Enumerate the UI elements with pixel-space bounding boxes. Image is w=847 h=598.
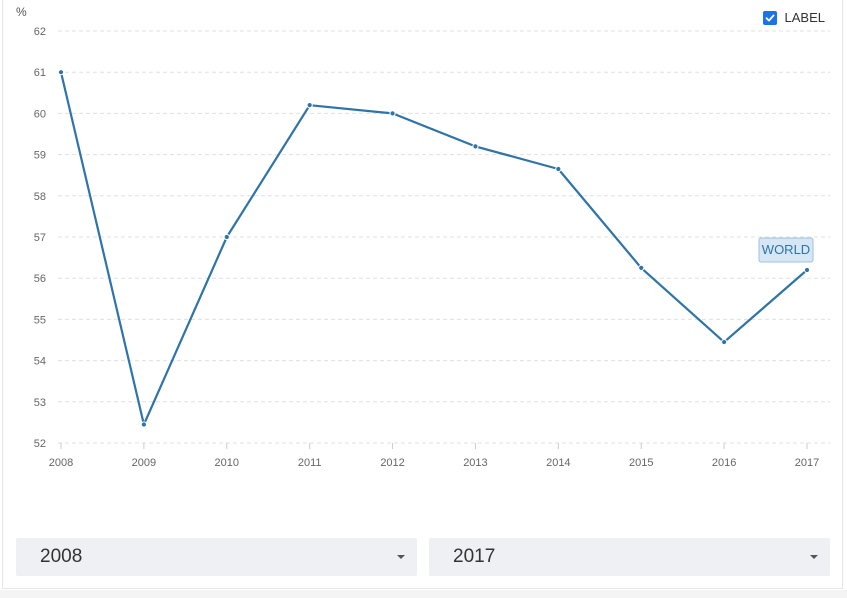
start-year-select[interactable]: 2008 <box>16 538 417 576</box>
x-axis-ticks: 2008 2009 2010 2011 2012 2013 2014 2015 2016 2017 <box>49 443 819 469</box>
series-label: WORLD <box>762 242 810 257</box>
y-tick-label: 52 <box>34 438 46 450</box>
check-icon <box>765 14 775 21</box>
x-tick-label: 2011 <box>298 457 322 469</box>
x-tick-label: 2013 <box>463 457 487 469</box>
end-year-select[interactable]: 2017 <box>429 538 830 576</box>
data-point[interactable] <box>638 264 645 271</box>
x-tick-label: 2016 <box>712 457 736 469</box>
x-tick-label: 2009 <box>132 457 156 469</box>
series-label-box <box>758 237 814 263</box>
gridlines <box>58 30 830 444</box>
y-tick-label: 58 <box>34 191 46 203</box>
y-tick-label: 59 <box>34 150 46 162</box>
y-tick-label: 61 <box>34 67 46 79</box>
caret-down-icon <box>810 555 818 559</box>
data-point[interactable] <box>555 165 562 173</box>
data-point[interactable] <box>140 421 147 428</box>
data-point[interactable] <box>389 110 396 117</box>
y-tick-label: 55 <box>34 314 46 326</box>
label-toggle-text: LABEL <box>784 10 825 25</box>
data-point[interactable] <box>223 233 230 241</box>
page-footer-band <box>0 590 847 598</box>
x-tick-label: 2010 <box>215 457 239 469</box>
y-tick-label: 56 <box>34 273 46 285</box>
data-point[interactable] <box>803 266 811 274</box>
end-year-value: 2017 <box>453 546 496 567</box>
caret-down-icon <box>397 555 405 559</box>
data-point[interactable] <box>57 69 65 76</box>
label-checkbox[interactable] <box>762 10 777 25</box>
start-year-value: 2008 <box>40 546 83 567</box>
x-tick-label: 2012 <box>380 457 404 469</box>
chart-panel <box>2 0 843 589</box>
x-tick-label: 2008 <box>49 457 73 469</box>
y-tick-label: 62 <box>34 26 46 38</box>
series-layer: WORLD <box>57 69 814 428</box>
y-axis-unit-label: % <box>16 5 27 19</box>
series-line <box>59 71 809 426</box>
x-tick-label: 2015 <box>629 457 653 469</box>
y-axis-ticks: 52 53 54 55 56 57 58 59 60 61 62 <box>34 26 46 450</box>
line-chart: % 52 53 54 55 56 57 58 59 60 61 62 2008 2009 2010 201… <box>16 5 830 469</box>
label-toggle[interactable]: LABEL <box>762 10 825 25</box>
x-tick-label: 2014 <box>546 457 570 469</box>
data-point[interactable] <box>472 143 479 150</box>
y-tick-label: 54 <box>34 356 46 368</box>
x-tick-label: 2017 <box>795 457 819 469</box>
data-point[interactable] <box>306 102 313 109</box>
y-tick-label: 60 <box>34 108 46 120</box>
y-tick-label: 57 <box>34 232 46 244</box>
data-point[interactable] <box>721 338 728 346</box>
y-tick-label: 53 <box>34 397 46 409</box>
